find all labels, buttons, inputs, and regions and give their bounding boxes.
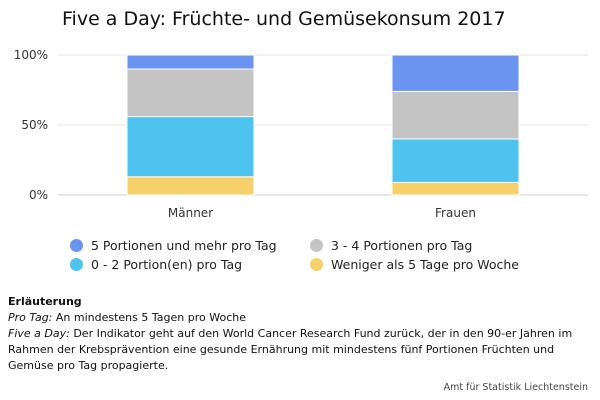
note-term: Pro Tag: bbox=[8, 311, 53, 324]
bar-segment bbox=[126, 176, 255, 196]
bar-segment bbox=[391, 90, 520, 140]
note-text: An mindestens 5 Tagen pro Woche bbox=[52, 311, 246, 324]
chart-title: Five a Day: Früchte- und Gemüsekonsum 20… bbox=[62, 8, 506, 30]
legend-label: 0 - 2 Portion(en) pro Tag bbox=[91, 257, 243, 272]
x-tick-label: Frauen bbox=[435, 206, 476, 220]
note-term: Five a Day: bbox=[8, 327, 70, 340]
legend-swatch-icon bbox=[70, 239, 83, 252]
legend-label: Weniger als 5 Tage pro Woche bbox=[331, 257, 520, 272]
legend-swatch-icon bbox=[70, 258, 83, 271]
bar-segment bbox=[391, 54, 520, 92]
y-tick-label: 100% bbox=[14, 48, 48, 62]
bar-segment bbox=[126, 54, 255, 70]
notes-heading: Erläuterung bbox=[8, 295, 82, 308]
bar-segment bbox=[126, 116, 255, 178]
stacked-bar-chart: 0% 50% 100% Männer Frauen bbox=[14, 48, 588, 220]
legend-item[interactable]: 3 - 4 Portionen pro Tag bbox=[310, 238, 550, 253]
x-tick-label: Männer bbox=[168, 206, 213, 220]
legend-label: 3 - 4 Portionen pro Tag bbox=[331, 238, 473, 253]
legend-item[interactable]: Weniger als 5 Tage pro Woche bbox=[310, 257, 550, 272]
y-tick-label: 50% bbox=[21, 118, 48, 132]
chart-legend: 5 Portionen und mehr pro Tag 3 - 4 Porti… bbox=[70, 238, 550, 272]
legend-swatch-icon bbox=[310, 258, 323, 271]
note-five-a-day: Five a Day: Der Indikator geht auf den W… bbox=[8, 326, 588, 374]
bar-segment bbox=[391, 181, 520, 196]
legend-swatch-icon bbox=[310, 239, 323, 252]
legend-item[interactable]: 5 Portionen und mehr pro Tag bbox=[70, 238, 310, 253]
note-text: Der Indikator geht auf den World Cancer … bbox=[8, 327, 573, 372]
bar-segment bbox=[126, 68, 255, 118]
bar-segment bbox=[391, 138, 520, 183]
y-tick-label: 0% bbox=[29, 188, 48, 202]
note-pro-tag: Pro Tag: An mindestens 5 Tagen pro Woche bbox=[8, 310, 588, 326]
legend-item[interactable]: 0 - 2 Portion(en) pro Tag bbox=[70, 257, 310, 272]
legend-label: 5 Portionen und mehr pro Tag bbox=[91, 238, 277, 253]
explanation-notes: Erläuterung Pro Tag: An mindestens 5 Tag… bbox=[8, 294, 588, 374]
source-credit: Amt für Statistik Liechtenstein bbox=[443, 382, 588, 393]
